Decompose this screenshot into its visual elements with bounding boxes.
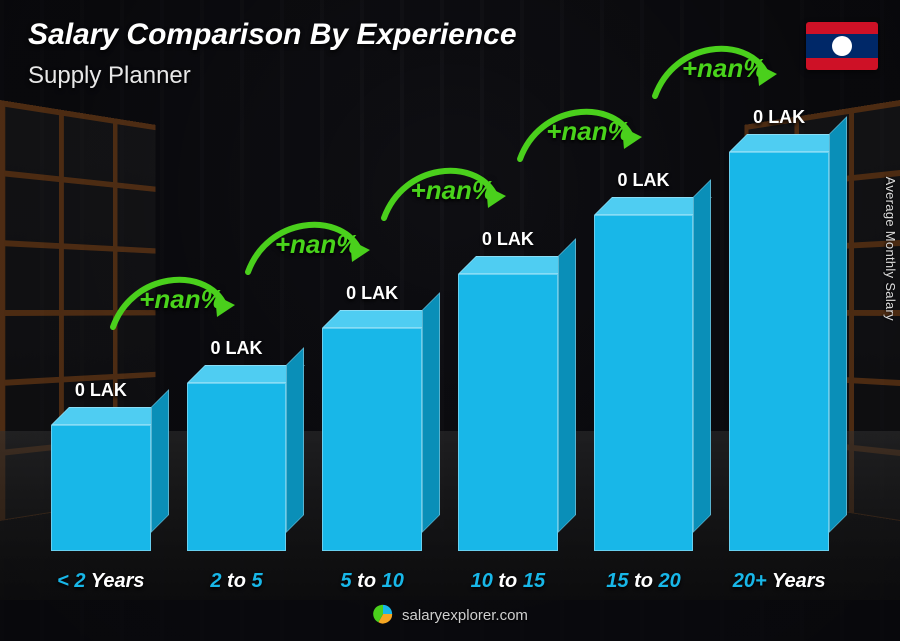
bar-side xyxy=(558,238,576,533)
bar-front xyxy=(187,383,287,551)
x-axis-item: 5 to 10 xyxy=(311,570,433,593)
delta-label: +nan% xyxy=(139,284,224,315)
bar-value-label: 0 LAK xyxy=(75,380,127,401)
bar-front xyxy=(51,425,151,551)
delta-label: +nan% xyxy=(546,116,631,147)
flag-band-bottom xyxy=(806,58,878,70)
delta-label: +nan% xyxy=(411,175,496,206)
infographic-stage: Salary Comparison By Experience Supply P… xyxy=(0,0,900,641)
bar-value-label: 0 LAK xyxy=(346,283,398,304)
delta-label: +nan% xyxy=(275,229,360,260)
x-axis-item: 10 to 15 xyxy=(447,570,569,593)
bar-front xyxy=(458,274,558,551)
bar-container: 0 LAK0 LAK+nan%0 LAK+nan%0 LAK+nan%0 LAK… xyxy=(40,110,840,551)
bar-value-label: 0 LAK xyxy=(753,107,805,128)
bar-5: 0 LAK+nan% xyxy=(718,110,840,551)
footer: salaryexplorer.com xyxy=(0,603,900,629)
bar-side xyxy=(151,389,169,533)
x-axis-item: < 2 Years xyxy=(40,570,162,593)
brand-logo-icon xyxy=(372,603,394,629)
bar-value-label: 0 LAK xyxy=(210,338,262,359)
bar-side xyxy=(693,179,711,533)
x-axis-item: 15 to 20 xyxy=(583,570,705,593)
x-axis-item: 2 to 5 xyxy=(176,570,298,593)
bar-side xyxy=(829,116,847,533)
flag-band-top xyxy=(806,22,878,34)
flag-disc xyxy=(832,36,852,56)
bar-front xyxy=(594,215,694,551)
bar-front xyxy=(322,328,422,551)
country-flag-laos xyxy=(806,22,878,70)
bar-chart: 0 LAK0 LAK+nan%0 LAK+nan%0 LAK+nan%0 LAK… xyxy=(40,110,840,551)
flag-band-middle xyxy=(806,34,878,58)
bar-value-label: 0 LAK xyxy=(618,170,670,191)
delta-label: +nan% xyxy=(682,53,767,84)
bar-side xyxy=(286,347,304,533)
x-axis: < 2 Years 2 to 5 5 to 10 10 to 15 15 to 20 20… xyxy=(40,570,840,593)
y-axis-label: Average Monthly Salary xyxy=(883,176,898,320)
bar-side xyxy=(422,292,440,533)
bar-4: 0 LAK+nan% xyxy=(583,110,705,551)
x-axis-item: 20+ Years xyxy=(718,570,840,593)
bar-0: 0 LAK xyxy=(40,110,162,551)
bar-3: 0 LAK+nan% xyxy=(447,110,569,551)
bar-1: 0 LAK+nan% xyxy=(176,110,298,551)
page-subtitle: Supply Planner xyxy=(28,62,191,90)
page-title: Salary Comparison By Experience xyxy=(28,18,517,52)
bar-front xyxy=(729,152,829,551)
footer-text: salaryexplorer.com xyxy=(402,607,528,624)
bar-value-label: 0 LAK xyxy=(482,229,534,250)
logo-seg-1 xyxy=(383,605,392,614)
